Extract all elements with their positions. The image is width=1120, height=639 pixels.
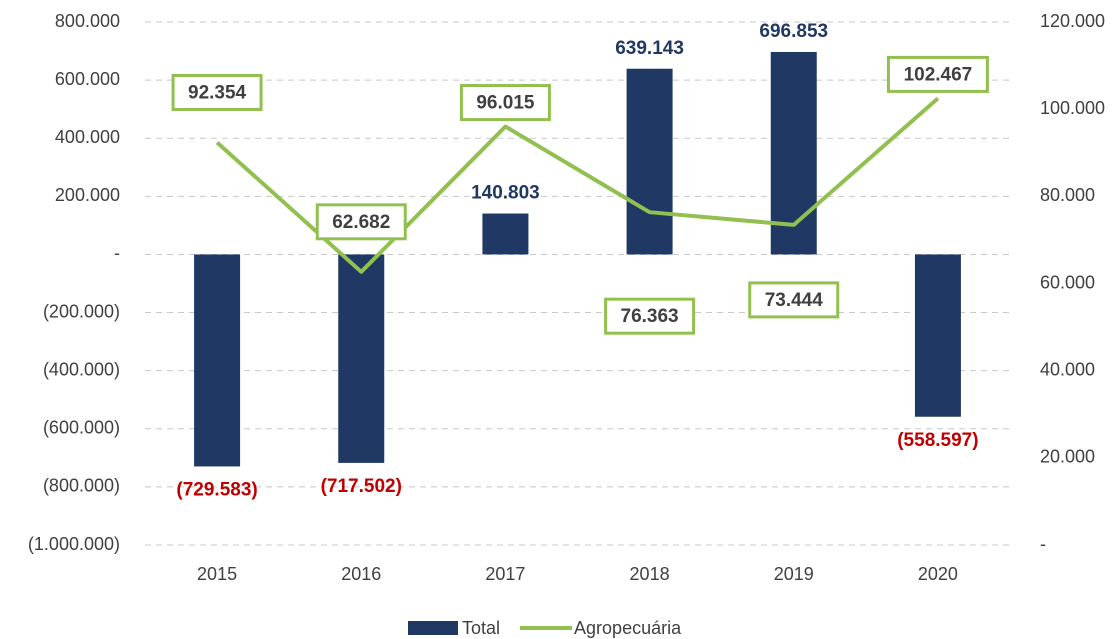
legend-label: Total <box>462 618 500 638</box>
y2-tick-label: 40.000 <box>1040 359 1095 379</box>
bar <box>338 254 385 463</box>
y-tick-label: (1.000.000) <box>28 534 120 554</box>
line-value-label: 102.467 <box>904 64 973 85</box>
label-box <box>315 203 407 241</box>
x-tick-label: 2019 <box>774 564 814 584</box>
y-tick-label: (800.000) <box>43 476 120 496</box>
y-tick-label: 600.000 <box>55 69 120 89</box>
line-value-label: 96.015 <box>476 93 535 114</box>
y-tick-label: (600.000) <box>43 418 120 438</box>
x-tick-label: 2015 <box>197 564 237 584</box>
label-box <box>604 297 696 335</box>
y2-tick-label: - <box>1040 534 1046 554</box>
label-box <box>886 55 989 93</box>
label-box <box>748 281 840 319</box>
bar-value-label: 639.143 <box>615 38 684 59</box>
y2-tick-label: 80.000 <box>1040 185 1095 205</box>
bar <box>482 213 529 255</box>
y-tick-label: 200.000 <box>55 185 120 205</box>
x-tick-label: 2018 <box>630 564 670 584</box>
y2-tick-label: 100.000 <box>1040 98 1105 118</box>
y2-tick-label: 20.000 <box>1040 447 1095 467</box>
legend-label: Agropecuária <box>574 618 682 638</box>
bar <box>194 254 241 467</box>
y-tick-label: 400.000 <box>55 127 120 147</box>
line-value-label: 62.682 <box>332 212 390 233</box>
line-value-label: 76.363 <box>621 306 679 327</box>
label-box <box>171 73 263 111</box>
x-tick-label: 2020 <box>918 564 958 584</box>
label-box <box>459 84 551 122</box>
y-tick-label: 800.000 <box>55 11 120 31</box>
y-tick-label: - <box>114 243 120 263</box>
bar <box>914 254 961 417</box>
bar-value-label: 140.803 <box>471 183 540 204</box>
bar <box>770 51 817 255</box>
line <box>215 96 940 274</box>
x-tick-label: 2016 <box>341 564 381 584</box>
y2-tick-label: 120.000 <box>1040 11 1105 31</box>
bar-value-label: (717.502) <box>321 476 402 497</box>
line-value-label: 92.354 <box>188 83 247 104</box>
x-tick-label: 2017 <box>485 564 525 584</box>
bar-value-label: (558.597) <box>897 430 978 451</box>
legend-swatch <box>408 621 458 635</box>
bar-value-label: 696.853 <box>759 21 828 42</box>
y-tick-label: (200.000) <box>43 301 120 321</box>
y-tick-label: (400.000) <box>43 359 120 379</box>
y2-tick-label: 60.000 <box>1040 272 1095 292</box>
bar-value-label: (729.583) <box>176 479 257 500</box>
line-value-label: 73.444 <box>765 290 824 311</box>
bar <box>626 68 673 255</box>
